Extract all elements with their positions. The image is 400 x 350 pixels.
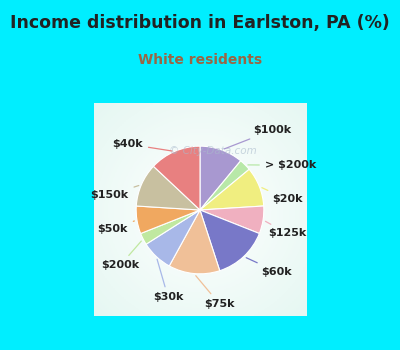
Wedge shape <box>200 210 259 271</box>
Text: $125k: $125k <box>266 221 306 238</box>
Wedge shape <box>200 206 264 233</box>
Wedge shape <box>136 206 200 233</box>
Text: $150k: $150k <box>90 186 139 200</box>
Wedge shape <box>146 210 200 266</box>
Wedge shape <box>141 210 200 244</box>
Wedge shape <box>200 146 241 210</box>
Wedge shape <box>136 166 200 210</box>
Text: $40k: $40k <box>112 139 172 151</box>
Wedge shape <box>154 146 200 210</box>
Text: $30k: $30k <box>153 259 183 302</box>
Wedge shape <box>200 161 249 210</box>
Text: © City-Data.com: © City-Data.com <box>170 147 257 156</box>
Text: $20k: $20k <box>262 188 302 204</box>
Text: $75k: $75k <box>196 276 234 309</box>
Text: White residents: White residents <box>138 53 262 67</box>
Text: $50k: $50k <box>98 221 134 234</box>
Text: $60k: $60k <box>246 258 292 277</box>
Text: $100k: $100k <box>224 125 292 149</box>
Text: Income distribution in Earlston, PA (%): Income distribution in Earlston, PA (%) <box>10 14 390 32</box>
Text: > $200k: > $200k <box>248 160 316 170</box>
Wedge shape <box>169 210 220 274</box>
Wedge shape <box>200 169 264 210</box>
Text: $200k: $200k <box>101 241 141 270</box>
